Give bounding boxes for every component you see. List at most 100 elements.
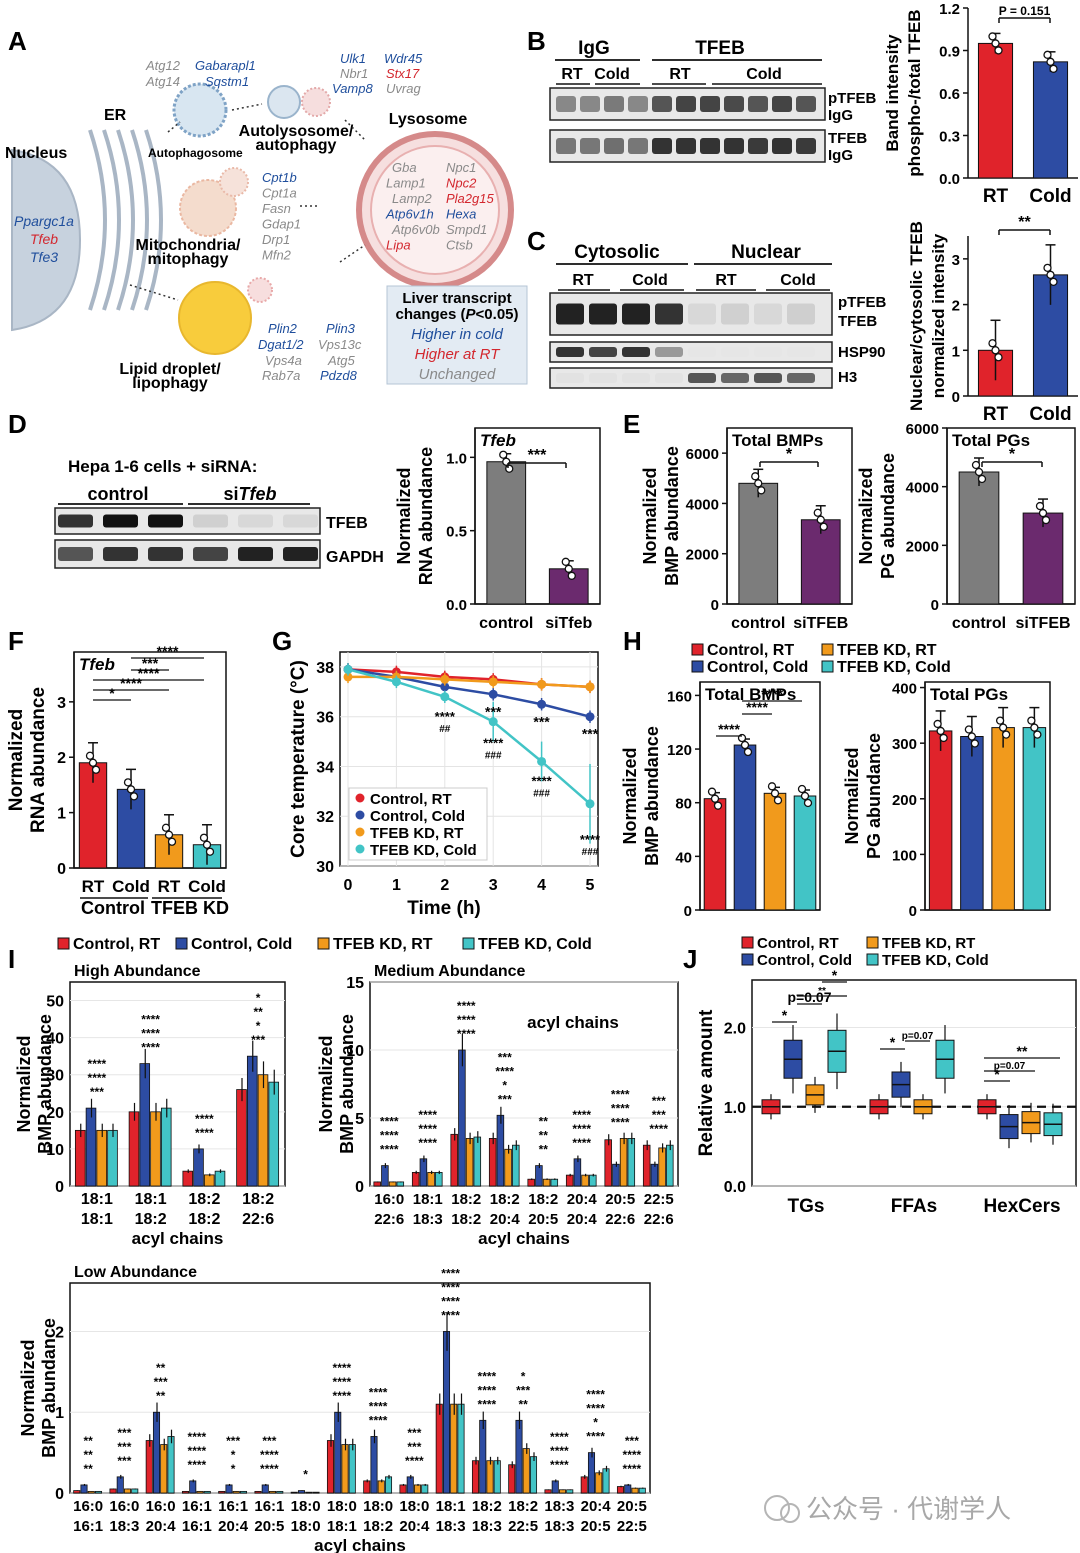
bar — [558, 1489, 567, 1494]
data-point — [1033, 730, 1042, 739]
sig-label: *** — [262, 1434, 276, 1448]
y-axis-label: Relative amount — [696, 1009, 717, 1156]
gene-label: Npc1 — [446, 160, 476, 175]
bar — [419, 1158, 428, 1187]
bar — [471, 1460, 480, 1494]
gene-label: Lamp1 — [386, 176, 426, 191]
y-tick-label: 0.3 — [939, 129, 960, 146]
sig-label: **** — [457, 1013, 476, 1027]
data-point — [939, 733, 948, 743]
blot-band — [628, 96, 648, 112]
panel-letter-h: H — [623, 626, 642, 656]
x-tick-label: 16:0 — [73, 1498, 103, 1515]
legend-label: TFEB KD, RT — [370, 825, 463, 842]
sig-label: **** — [333, 1361, 352, 1375]
mito-shape — [219, 167, 249, 197]
panel-letter-i: I — [8, 944, 15, 974]
data-point — [202, 840, 212, 849]
panel-letter-e: E — [623, 409, 640, 439]
blot-row-label: pTFEB — [828, 90, 876, 107]
bar — [312, 1491, 320, 1494]
bar — [196, 1490, 204, 1494]
x-tick-label: RT — [82, 877, 105, 896]
gene-label: Lamp2 — [392, 191, 433, 206]
bar — [627, 1138, 636, 1187]
bar — [581, 1174, 589, 1187]
x-tick-label: 22:6 — [605, 1211, 635, 1228]
sig-label: **** — [550, 1458, 569, 1472]
group-label: TFEB KD — [151, 898, 229, 918]
data-point — [803, 798, 813, 808]
x-tick-label: 18:2 — [135, 1211, 167, 1228]
data-point — [1049, 277, 1058, 287]
bar — [587, 1452, 596, 1494]
chart-title: Total BMPs — [732, 431, 823, 450]
y-tick-label: 3 — [952, 252, 960, 269]
x-tick-label: 2 — [440, 877, 449, 894]
x-tick-label: Cold — [188, 877, 226, 896]
sig-label: * — [786, 446, 793, 463]
sig-label: **** — [550, 1444, 569, 1458]
bar — [189, 1480, 197, 1494]
data-point — [1041, 515, 1051, 525]
y-tick-label: 120 — [667, 742, 692, 759]
x-tick-label: 18:2 — [188, 1191, 220, 1208]
bar — [450, 1133, 458, 1187]
x-tick-label: TGs — [788, 1196, 825, 1217]
lipid-label: lipophagy — [132, 375, 208, 392]
gene-label: Smpd1 — [446, 222, 487, 237]
data-point — [994, 46, 1003, 55]
x-tick-label: 20:5 — [528, 1211, 558, 1228]
data-point — [743, 747, 753, 757]
sig-label: **** — [435, 709, 456, 724]
y-axis-label: Normalized — [856, 467, 876, 564]
panel-letter-f: F — [8, 626, 24, 656]
blot-band — [700, 138, 720, 154]
sig-label: **** — [418, 1108, 437, 1122]
bar — [257, 1074, 269, 1187]
blot-band — [688, 347, 716, 357]
panel-letter-c: C — [527, 226, 546, 256]
blot-row-label: H3 — [838, 369, 857, 386]
sig-label: **** — [611, 1115, 630, 1129]
legend-swatch — [691, 660, 704, 673]
gene-label: Atp6v0b — [391, 222, 440, 237]
gene-label: Dgat1/2 — [258, 337, 304, 352]
lysosome-label: Lysosome — [389, 111, 468, 128]
blot-band — [724, 138, 744, 154]
blot-header-nuclear: Nuclear — [731, 242, 801, 263]
data-point — [964, 725, 974, 734]
gene-label: Stx17 — [386, 66, 420, 81]
y-tick-label: 1.0 — [446, 450, 467, 467]
y-tick-label: 38 — [316, 660, 334, 677]
y-tick-label: 0.0 — [446, 597, 467, 614]
legend-unchanged: Unchanged — [419, 366, 496, 383]
blot-band — [655, 347, 683, 357]
er-label: ER — [104, 107, 127, 124]
wechat-icon — [780, 1503, 800, 1523]
sig-label: *** — [528, 447, 547, 464]
sig-label: **** — [586, 1388, 605, 1402]
sig-label: **** — [718, 721, 740, 737]
chart-title: High Abundance — [74, 963, 201, 980]
x-tick-label: control — [952, 615, 1006, 632]
gene-label: Tfeb — [30, 231, 58, 247]
x-tick-label: RT — [158, 877, 181, 896]
blot-band — [748, 96, 768, 112]
blot-band — [103, 514, 138, 528]
bar — [290, 1491, 298, 1494]
legend-swatch — [691, 643, 704, 656]
sig-label: ** — [83, 1434, 93, 1448]
sig-label: ** — [1018, 214, 1031, 231]
y-tick-label: 40 — [46, 1031, 64, 1048]
data-point — [85, 751, 95, 760]
blot-band — [622, 303, 650, 325]
bar — [504, 1148, 512, 1187]
x-tick-label: 18:3 — [109, 1518, 139, 1535]
bar — [493, 1460, 501, 1494]
sig-label: *** — [652, 1094, 666, 1108]
sig-label: ### — [582, 847, 599, 858]
y-axis-label: PG abundance — [864, 733, 884, 859]
sig-label: p=0.07 — [788, 989, 832, 1005]
legend-swatch — [57, 937, 70, 950]
